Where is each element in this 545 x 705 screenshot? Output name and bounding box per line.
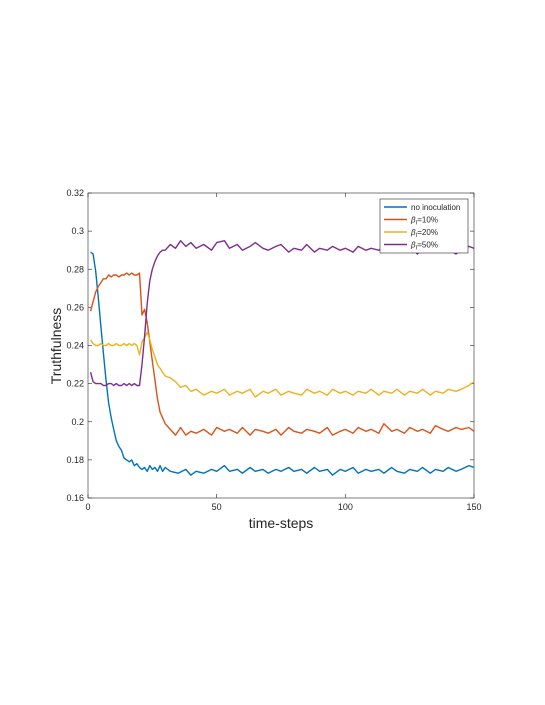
x-tick-label: 0: [85, 502, 90, 512]
y-tick-label: 0.24: [66, 341, 84, 351]
y-tick-label: 0.26: [66, 302, 84, 312]
x-tick-label: 100: [338, 502, 353, 512]
series-line-2: [90, 331, 475, 398]
y-tick-label: 0.28: [66, 264, 84, 274]
x-axis: 0 50 100 150: [85, 193, 482, 512]
x-axis-label: time-steps: [249, 515, 314, 531]
legend-label: βI=10%: [410, 216, 438, 227]
x-tick-label: 50: [212, 502, 222, 512]
series-line-1: [89, 272, 475, 436]
x-tick-label: 150: [466, 502, 481, 512]
y-tick-label: 0.22: [66, 379, 84, 389]
y-axis: 0.16 0.18 0.2 0.22 0.24 0.26 0.28 0.3 0.32: [66, 188, 474, 503]
legend-label: βI=20%: [410, 228, 438, 239]
series-line-0: [90, 251, 475, 476]
y-tick-label: 0.2: [71, 417, 84, 427]
y-tick-label: 0.18: [66, 455, 84, 465]
legend-label: no inoculation: [411, 203, 460, 212]
y-tick-label: 0.32: [66, 188, 84, 198]
y-tick-label: 0.3: [71, 226, 84, 236]
y-tick-label: 0.16: [66, 493, 84, 503]
legend: no inoculation βI=10%βI=20% βI=50%: [379, 198, 469, 254]
legend-label: βI=50%: [410, 241, 438, 252]
y-axis-label: Truthfulness: [48, 308, 64, 385]
